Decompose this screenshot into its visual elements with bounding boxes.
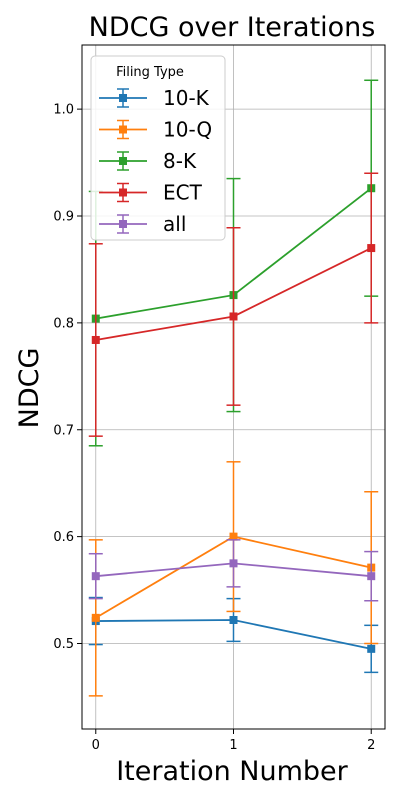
data-point <box>229 559 238 568</box>
y-tick-label: 0.8 <box>53 316 74 331</box>
legend-label: 8-K <box>163 149 197 173</box>
series-layer <box>88 79 379 697</box>
series-all <box>88 539 379 602</box>
legend-marker <box>119 157 127 165</box>
x-axis-label: Iteration Number <box>116 756 348 787</box>
legend-box <box>90 55 226 241</box>
y-tick-label: 0.5 <box>53 637 74 652</box>
x-tick-label: 1 <box>229 738 237 753</box>
y-tick-label: 0.6 <box>53 530 74 545</box>
data-point <box>91 572 100 581</box>
legend-label: ECT <box>163 181 203 205</box>
data-point <box>91 613 100 622</box>
legend-entry-ect: ECT <box>99 181 203 205</box>
y-tick-label: 0.7 <box>53 423 74 438</box>
axis-ticks: 0.5 0.6 0.7 0.8 0.9 1.0 0 1 2 <box>53 103 375 753</box>
data-point <box>367 572 376 581</box>
legend-entry-8-k: 8-K <box>99 149 197 173</box>
legend-marker <box>119 188 127 197</box>
data-point <box>91 335 100 344</box>
legend-label: 10-Q <box>163 118 212 142</box>
data-point <box>367 644 376 653</box>
x-tick-label: 2 <box>367 738 375 753</box>
y-tick-label: 1.0 <box>53 103 74 118</box>
legend-marker <box>119 125 127 134</box>
legend-entry-all: all <box>99 212 186 236</box>
y-axis-label: NDCG <box>14 348 45 429</box>
legend-title: Filing Type <box>116 65 184 80</box>
legend: Filing Type 10-K 10-Q 8-K ECT all <box>90 55 226 241</box>
legend-marker <box>119 220 127 228</box>
data-point <box>229 532 238 541</box>
data-point <box>367 244 376 253</box>
chart-title: NDCG over Iterations <box>89 12 376 43</box>
series-ect <box>88 172 379 437</box>
legend-label: all <box>163 212 186 236</box>
y-tick-label: 0.9 <box>53 210 74 225</box>
legend-entry-10-k: 10-K <box>99 86 210 110</box>
legend-entry-10-q: 10-Q <box>99 118 212 142</box>
data-point <box>229 615 238 624</box>
legend-label: 10-K <box>163 86 210 110</box>
x-tick-label: 0 <box>92 738 100 753</box>
legend-marker <box>119 94 127 102</box>
data-point <box>229 312 238 321</box>
